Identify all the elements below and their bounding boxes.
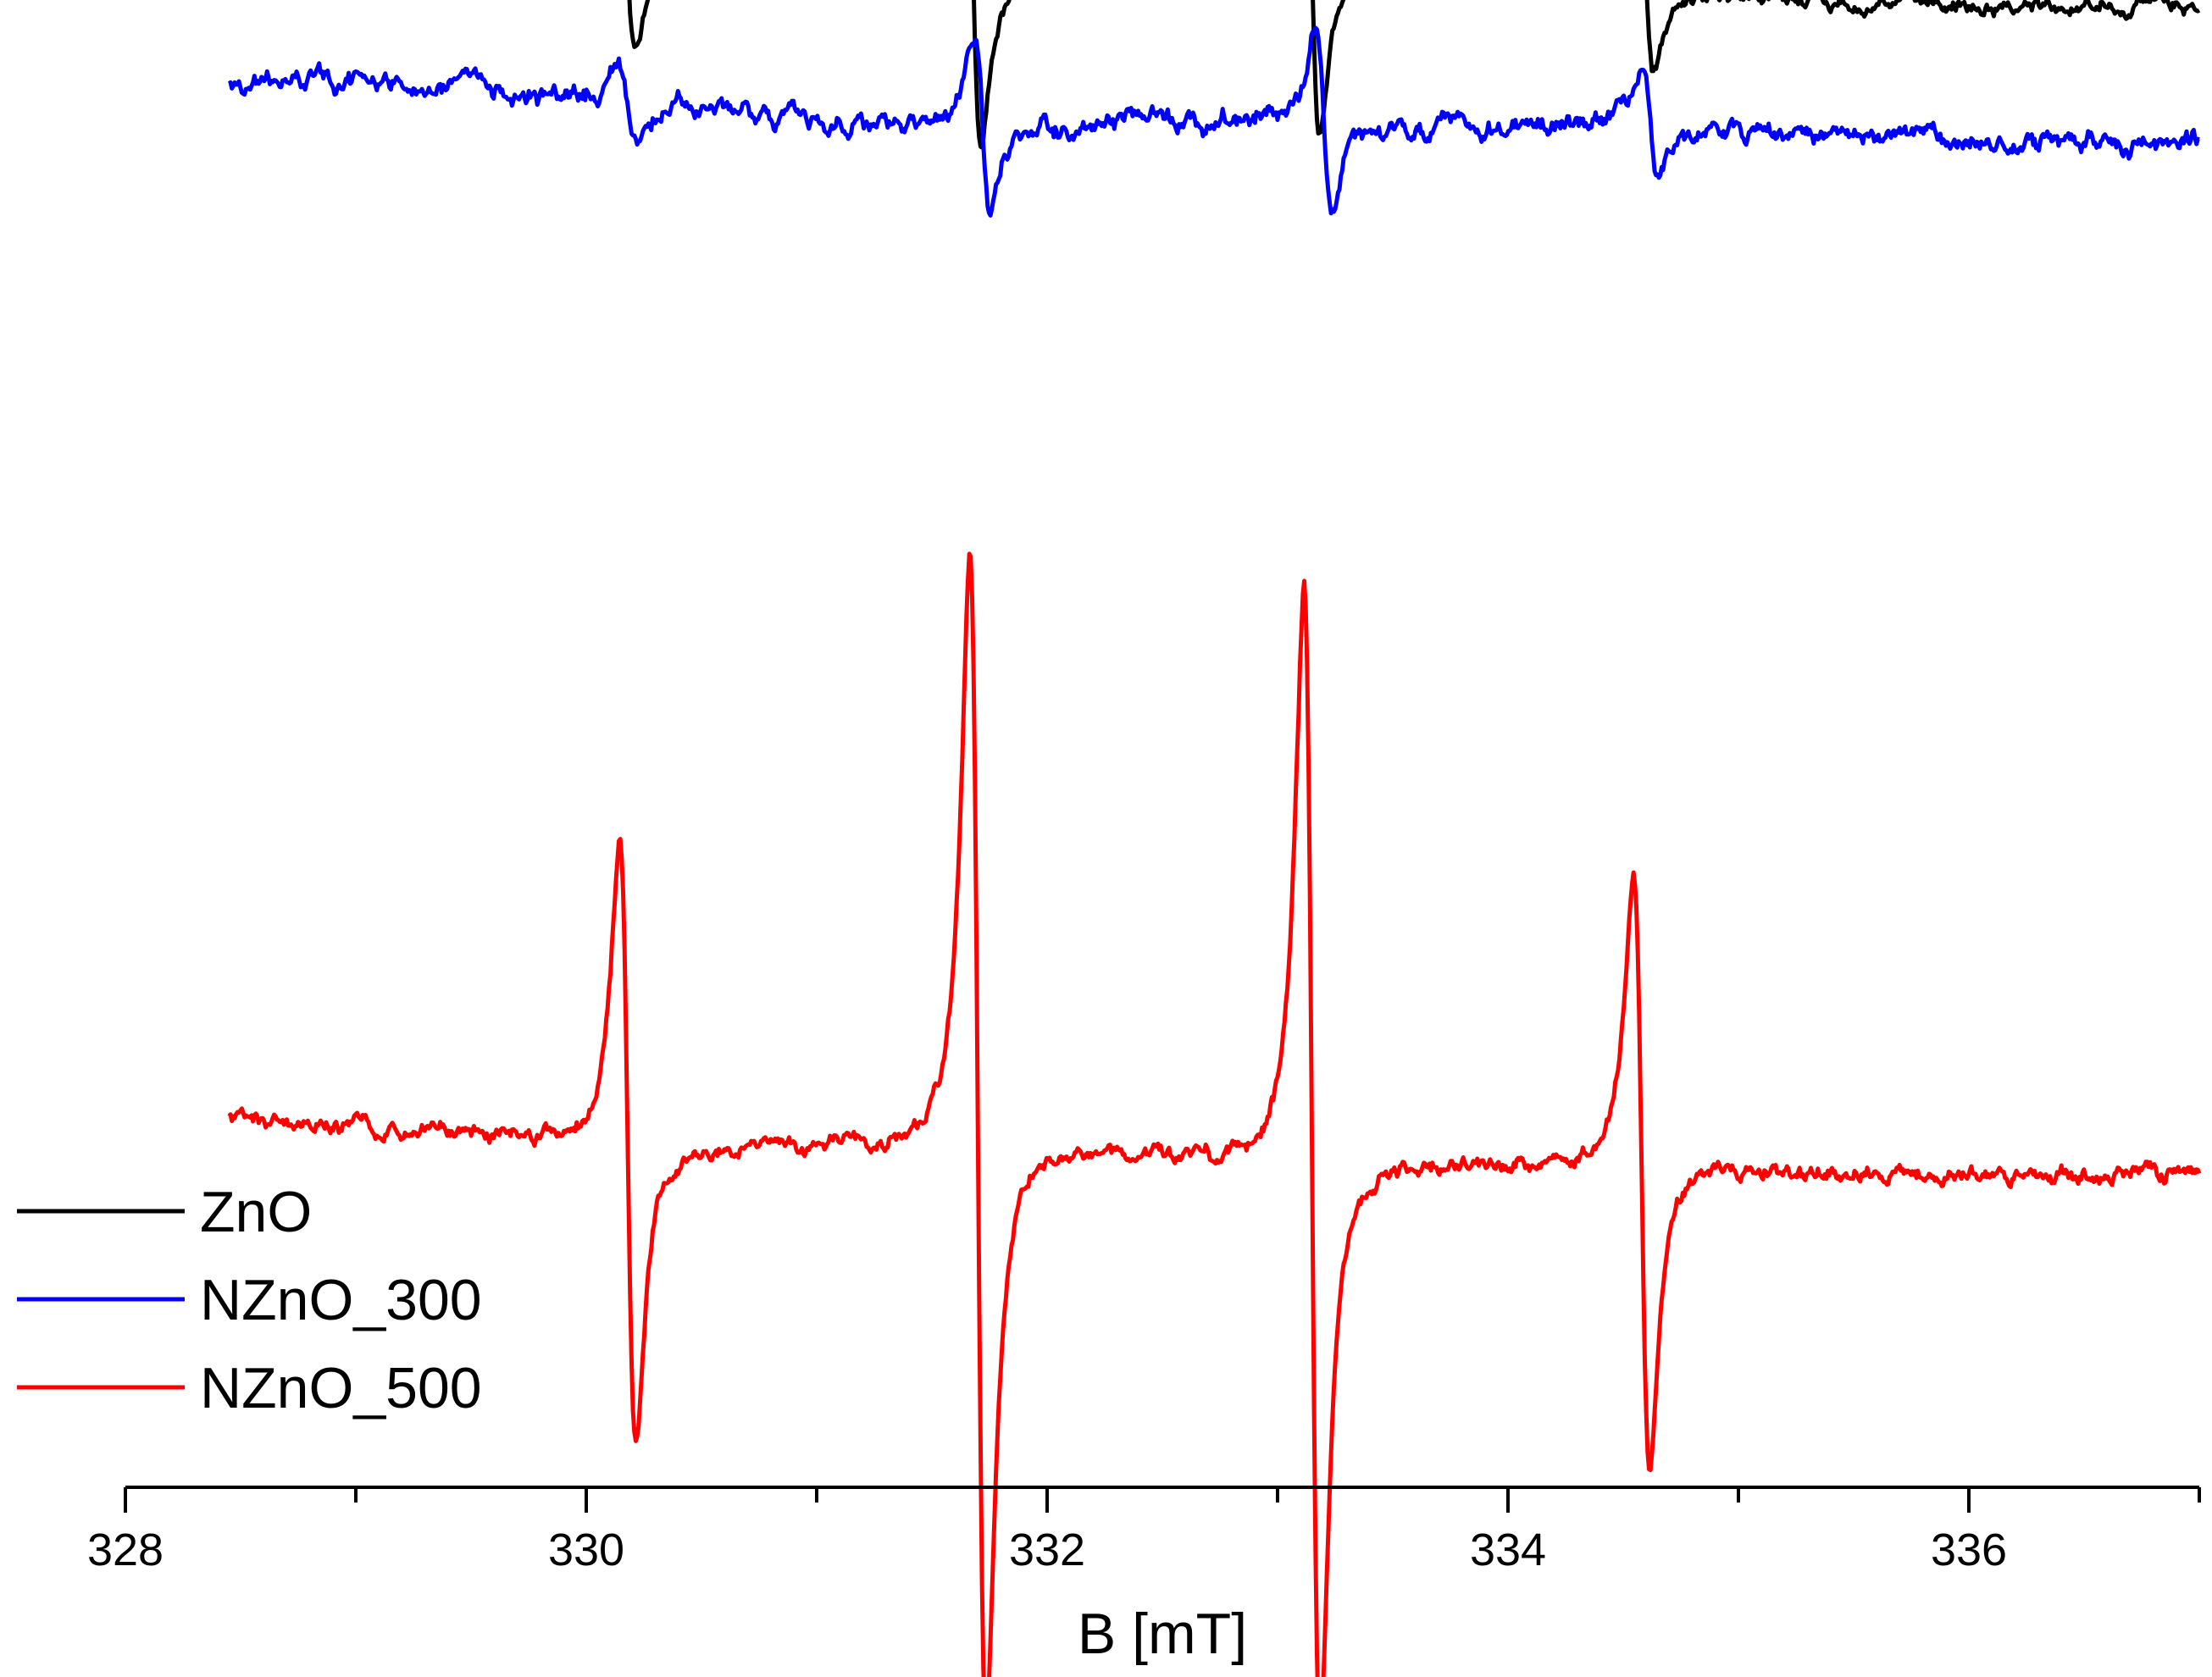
x-axis-title: B [mT] <box>1078 1602 1247 1666</box>
x-tick-label: 332 <box>1009 1525 1085 1575</box>
legend-label: ZnO <box>200 1180 312 1244</box>
legend-label: NZnO_500 <box>200 1356 482 1420</box>
x-tick-label: 328 <box>87 1525 164 1575</box>
x-tick-label: 330 <box>548 1525 624 1575</box>
legend-label: NZnO_300 <box>200 1268 482 1332</box>
x-tick-label: 334 <box>1470 1525 1546 1575</box>
series-layer <box>227 0 2202 1677</box>
series-line-nzno-300 <box>227 25 2200 218</box>
legend: ZnO NZnO_300 NZnO_500 <box>17 1180 482 1420</box>
series-line-nzno-500 <box>227 551 2202 1677</box>
series-line-zno <box>627 0 2201 150</box>
x-axis: 328 330 332 334 336 <box>87 1486 2201 1575</box>
x-tick-label: 336 <box>1931 1525 2007 1575</box>
